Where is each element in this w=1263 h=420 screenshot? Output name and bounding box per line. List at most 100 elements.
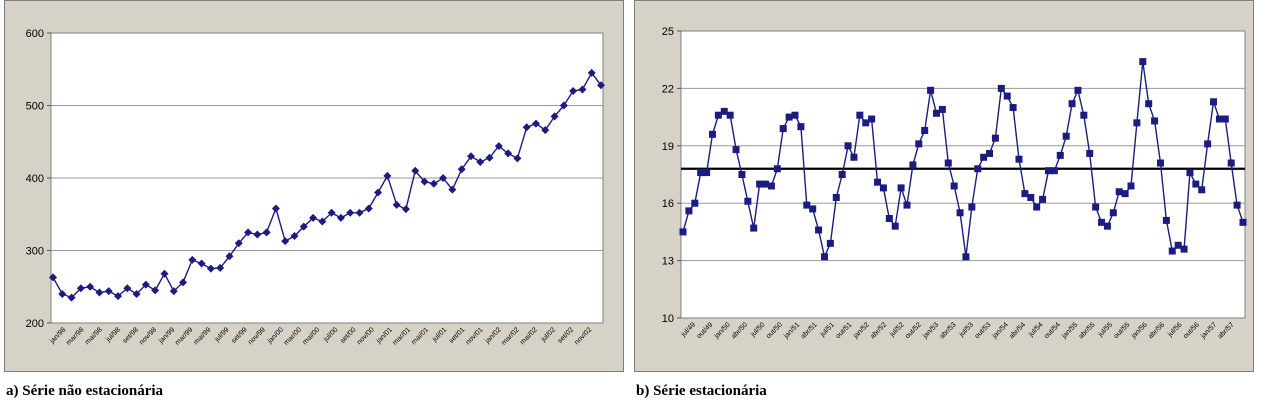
chart-a-x-tick-label: jul/01 (431, 326, 449, 344)
chart-b-x-tick-label: jan/55 (1060, 321, 1079, 340)
chart-b-data-point (909, 161, 917, 169)
chart-b-data-point (1050, 167, 1058, 175)
chart-b-x-tick-label: jul/52 (888, 321, 906, 339)
chart-a-data-point (281, 237, 290, 246)
chart-b-x-tick-label: out/52 (904, 321, 923, 340)
chart-a-data-point (206, 264, 215, 273)
chart-a-x-tick-label: mar/98 (65, 326, 85, 346)
chart-a-data-point (86, 282, 95, 291)
chart-b-data-point (703, 169, 711, 177)
chart-b-x-tick-label: jul/51 (819, 321, 837, 339)
chart-a-x-tick-label: mai/00 (302, 326, 322, 346)
chart-a-x-tick-label: jan/99 (157, 326, 176, 345)
chart-a-data-point (318, 217, 327, 226)
chart-b-data-point (697, 169, 705, 177)
chart-b-data-point (968, 203, 976, 211)
chart-b-data-point (732, 146, 740, 154)
chart-b-data-point (1198, 186, 1206, 194)
chart-b-data-point (1092, 203, 1100, 211)
chart-b-data-point (1086, 149, 1094, 157)
chart-b-data-point (1056, 151, 1064, 159)
chart-b-data-point (997, 84, 1005, 92)
chart-a-x-tick-label: mar/02 (500, 326, 520, 346)
chart-a-x-tick-label: mai/01 (410, 326, 430, 346)
chart-b-data-point (1109, 209, 1117, 217)
chart-b-y-tick-label: 10 (662, 313, 674, 325)
chart-a-x-tick-label: nov/98 (138, 326, 158, 346)
chart-b-data-point (815, 226, 823, 234)
chart-b-data-point (1239, 218, 1247, 226)
chart-b-data-point (1103, 222, 1111, 230)
chart-b-data-point (767, 182, 775, 190)
chart-b-x-tick-label: out/53 (974, 321, 993, 340)
chart-b-data-point (1068, 100, 1076, 108)
chart-b-y-tick-label: 22 (662, 83, 674, 95)
chart-a-data-point (374, 188, 383, 197)
chart-b-data-point (750, 224, 758, 232)
chart-b-data-point (1015, 155, 1023, 163)
chart-a-x-tick-label: jul/99 (213, 326, 231, 344)
chart-b-x-tick-label: jan/57 (1199, 321, 1218, 340)
chart-a-x-tick-label: set/01 (448, 326, 467, 345)
chart-a-y-tick-label: 300 (26, 246, 44, 258)
chart-b-data-point (797, 123, 805, 131)
chart-b-data-point (1062, 132, 1070, 140)
chart-a-data-point (597, 81, 605, 90)
chart-b-data-point (679, 228, 687, 236)
chart-b-data-point (944, 159, 952, 167)
chart-a-data-point (578, 85, 587, 94)
chart-b-data-point (1192, 180, 1200, 188)
chart-b-x-tick-label: jan/56 (1130, 321, 1149, 340)
chart-b-data-point (844, 142, 852, 150)
chart-panel-b: 10 13 16 19 22 25 jul/49 out/49 jan/50 abr/50 jul/… (634, 0, 1254, 372)
chart-b-x-tick-label: abr/56 (1147, 321, 1166, 340)
chart-b-data-point (932, 109, 940, 117)
chart-a-x-tick-label: set/98 (122, 326, 141, 345)
chart-b-data-point (980, 153, 988, 161)
chart-b-data-point (1204, 140, 1212, 148)
chart-a-x-tick-label: nov/01 (465, 326, 485, 346)
chart-b-x-tick-label: jul/55 (1097, 321, 1115, 339)
chart-a-data-point (151, 286, 160, 295)
chart-b-data-point (1033, 203, 1041, 211)
chart-a-data-point (309, 213, 318, 222)
chart-a-data-point (411, 166, 420, 175)
chart-b-data-point (1044, 167, 1052, 175)
chart-a-data-point (513, 154, 522, 163)
chart-b-data-point (832, 193, 840, 201)
chart-b-data-point (1133, 119, 1141, 127)
chart-b-data-point (779, 125, 787, 133)
chart-b-data-point (726, 111, 734, 119)
chart-b-data-point (785, 113, 793, 121)
chart-b-data-point (956, 209, 964, 217)
chart-a-data-point (522, 123, 531, 132)
chart-a-data-point (58, 290, 67, 298)
chart-b-data-point (803, 201, 811, 209)
chart-b-data-point (938, 105, 946, 113)
chart-a-data-point (253, 230, 262, 239)
chart-b-data-point (1215, 115, 1223, 123)
chart-a-data-point (95, 288, 104, 297)
chart-b-data-point (708, 130, 716, 138)
chart-a-x-tick-label: jan/02 (484, 326, 503, 345)
chart-a-data-point (290, 232, 299, 240)
chart-a-data-point (49, 273, 57, 282)
chart-a-data-point (429, 179, 438, 188)
chart-a-x-tick-label: mai/98 (84, 326, 104, 346)
chart-a-data-point (448, 185, 457, 194)
chart-b-data-point (1145, 100, 1153, 108)
chart-a-data-point (457, 165, 466, 174)
chart-b-data-point (1121, 190, 1129, 198)
chart-a-data-point (587, 68, 596, 77)
chart-b-x-tick-label: jan/51 (782, 321, 801, 340)
chart-a-x-tick-label: mai/02 (519, 326, 539, 346)
chart-a-x-tick-label: mar/00 (283, 326, 303, 346)
chart-b-data-point (1180, 245, 1188, 253)
chart-b-x-tick-label: jul/54 (1027, 321, 1045, 339)
chart-a-data-point (262, 228, 271, 237)
chart-b-data-point (856, 111, 864, 119)
chart-a-data-point (392, 200, 401, 209)
chart-b-data-point (1174, 241, 1182, 249)
chart-a-data-point (216, 263, 225, 272)
